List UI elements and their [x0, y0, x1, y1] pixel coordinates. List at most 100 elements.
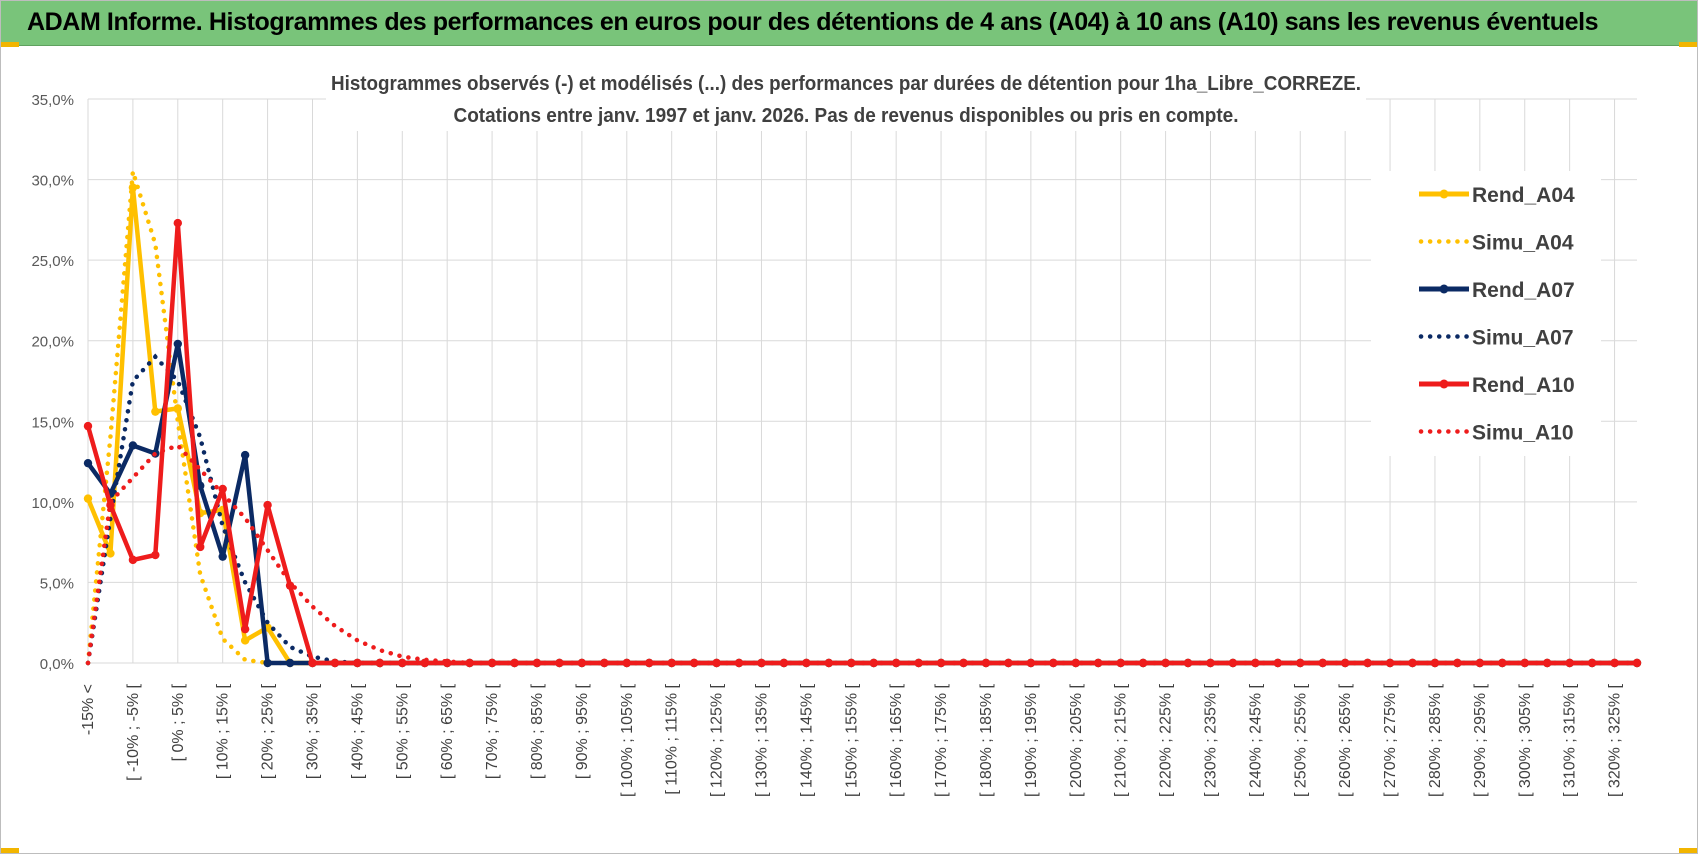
y-tick-label: 15,0%	[31, 414, 74, 431]
data-point	[1408, 658, 1417, 668]
x-tick-label: [ 270% ; 275% [	[1382, 683, 1399, 797]
data-point	[981, 658, 991, 668]
x-tick-label: [ 220% ; 225% [	[1158, 683, 1175, 797]
legend-marker	[1439, 284, 1449, 294]
x-tick-label: [ 250% ; 255% [	[1292, 683, 1309, 797]
y-tick-label: 0,0%	[40, 656, 74, 673]
data-point	[128, 555, 138, 565]
data-point	[1318, 658, 1327, 668]
data-point	[151, 550, 160, 560]
data-point	[128, 441, 138, 450]
x-tick-label: -15% <	[80, 684, 97, 735]
data-series	[83, 170, 1642, 668]
x-tick-label: [ -10% ; -5% [	[125, 683, 142, 780]
x-tick-label: [ 140% ; 145% [	[798, 683, 815, 797]
data-point	[218, 552, 227, 561]
data-point	[83, 458, 93, 468]
x-tick-label: [ 300% ; 305% [	[1517, 683, 1534, 797]
y-tick-label: 10,0%	[31, 495, 74, 512]
data-point	[1565, 658, 1574, 668]
x-tick-label: [ 200% ; 205% [	[1068, 683, 1085, 797]
y-tick-label: 25,0%	[31, 253, 74, 270]
x-tick-label: [ 310% ; 315% [	[1562, 683, 1579, 797]
corner-mark-top-left	[1, 42, 19, 47]
corner-mark-bottom-left	[1, 848, 19, 853]
x-tick-label: [ 50% ; 55% [	[394, 683, 411, 779]
x-tick-label: [ 320% ; 325% [	[1607, 683, 1624, 797]
x-tick-label: [ 240% ; 245% [	[1247, 683, 1264, 797]
legend: Rend_A04 Simu_A04 Rend_A07 Simu_A07 Rend_A10…	[1371, 171, 1601, 456]
title-background	[326, 65, 1366, 131]
x-tick-label: [ 130% ; 135% [	[753, 683, 770, 797]
legend-marker	[1439, 189, 1449, 199]
report-title: ADAM Informe. Histogrammes des performan…	[27, 8, 1599, 36]
data-point	[1610, 658, 1619, 668]
data-point	[1026, 658, 1036, 668]
x-tick-label: [ 80% ; 85% [	[529, 683, 546, 779]
corner-mark-bottom-right	[1679, 848, 1697, 853]
x-tick-label: [ 0% ; 5% [	[170, 683, 187, 761]
legend-item-Rend_A04: Rend_A04	[1419, 184, 1575, 207]
y-axis-tick-labels: 0,0% 5,0% 10,0% 15,0% 20,0% 25,0% 30,0% 35,0%	[31, 92, 74, 673]
data-point	[173, 218, 182, 228]
data-point	[689, 658, 699, 668]
legend-label: Simu_A04	[1472, 232, 1574, 255]
data-point	[263, 500, 272, 510]
data-point	[285, 658, 295, 668]
report-header: ADAM Informe. Histogrammes des performan…	[1, 1, 1697, 46]
data-point	[936, 658, 946, 668]
x-tick-label: [ 280% ; 285% [	[1427, 683, 1444, 797]
x-tick-label: [ 20% ; 25% [	[260, 683, 277, 779]
x-tick-label: [ 30% ; 35% [	[304, 683, 321, 779]
y-tick-label: 20,0%	[31, 334, 74, 351]
legend-item-Simu_A07: Simu_A07	[1418, 327, 1574, 350]
x-tick-label: [ 160% ; 165% [	[888, 683, 905, 797]
chart-title: Histogrammes observés (-) et modélisés (…	[331, 73, 1361, 95]
data-point	[353, 658, 362, 668]
series-line	[85, 442, 1640, 666]
chart-title-block: Histogrammes observés (-) et modélisés (…	[326, 65, 1366, 131]
x-tick-label: [ 110% ; 115% [	[664, 683, 681, 794]
legend-item-Rend_A07: Rend_A07	[1419, 279, 1575, 302]
data-point	[555, 658, 564, 668]
legend-item-Simu_A04: Simu_A04	[1418, 232, 1574, 255]
x-tick-label: [ 90% ; 95% [	[574, 683, 591, 779]
x-tick-label: [ 260% ; 265% [	[1337, 683, 1354, 797]
data-point	[173, 339, 182, 349]
data-point	[1273, 658, 1283, 668]
data-point	[1228, 658, 1238, 668]
series-Simu_A10	[85, 442, 1640, 666]
x-tick-label: [ 290% ; 295% [	[1472, 683, 1489, 797]
legend-item-Rend_A10: Rend_A10	[1419, 374, 1575, 397]
legend-marker	[1439, 379, 1449, 389]
data-point	[1363, 658, 1372, 668]
x-tick-label: [ 230% ; 235% [	[1202, 683, 1219, 797]
data-point	[83, 421, 93, 431]
x-tick-label: [ 170% ; 175% [	[933, 683, 950, 797]
data-point	[218, 484, 227, 494]
x-tick-label: [ 100% ; 105% [	[619, 683, 636, 797]
x-tick-label: [ 10% ; 15% [	[215, 683, 232, 779]
x-tick-label: [ 150% ; 155% [	[843, 683, 860, 797]
legend-label: Rend_A10	[1472, 374, 1575, 397]
x-tick-label: [ 210% ; 215% [	[1113, 683, 1130, 797]
y-tick-label: 5,0%	[40, 575, 74, 592]
x-tick-label: [ 40% ; 45% [	[349, 683, 366, 779]
legend-label: Rend_A07	[1472, 279, 1575, 302]
data-point	[308, 658, 317, 668]
x-tick-label: [ 190% ; 195% [	[1023, 683, 1040, 797]
x-axis-tick-labels: -15% < [ -10% ; -5% [ [ 0% ; 5% [ [ 10% ; 1…	[80, 683, 1624, 797]
legend-label: Rend_A04	[1472, 184, 1575, 207]
x-tick-label: [ 70% ; 75% [	[484, 683, 501, 779]
data-point	[398, 658, 407, 668]
data-point	[240, 636, 250, 645]
y-tick-label: 35,0%	[31, 92, 74, 109]
data-point	[240, 624, 250, 634]
data-point	[240, 450, 250, 460]
legend-item-Simu_A10: Simu_A10	[1418, 422, 1574, 445]
data-point	[285, 581, 295, 590]
data-point	[375, 658, 385, 668]
data-point	[106, 549, 115, 558]
